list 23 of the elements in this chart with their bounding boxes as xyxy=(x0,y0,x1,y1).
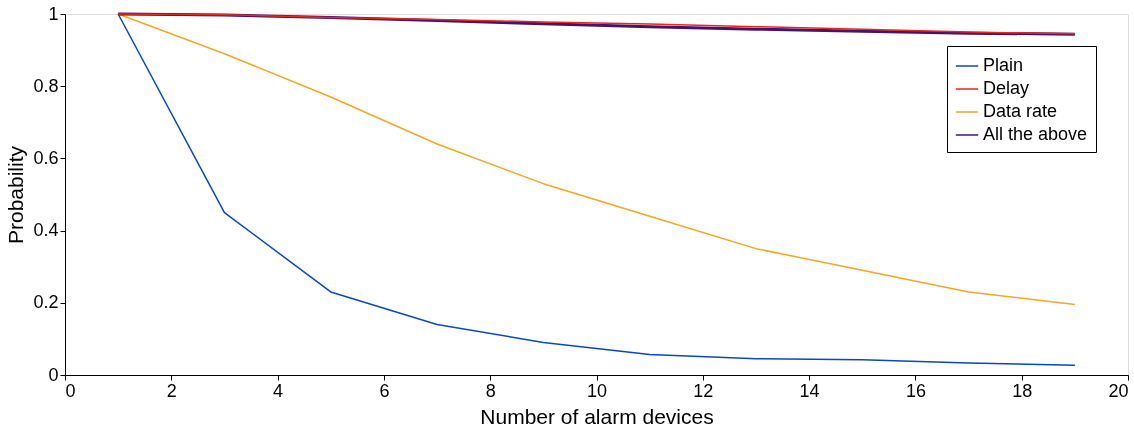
x-tick-label: 18 xyxy=(1012,380,1033,401)
y-tick-label: 0.4 xyxy=(33,220,59,241)
x-axis-title: Number of alarm devices xyxy=(480,404,714,428)
legend-label: All the above xyxy=(983,124,1088,144)
x-tick-label: 2 xyxy=(166,380,177,401)
y-axis-title: Probability xyxy=(4,145,28,245)
y-tick-label: 1 xyxy=(48,3,59,24)
x-tick-label: 10 xyxy=(586,380,608,401)
y-tick-label: 0.2 xyxy=(33,292,59,313)
y-tick-label: 0 xyxy=(48,364,59,385)
legend-label: Data rate xyxy=(983,101,1058,121)
y-tick-label: 0.6 xyxy=(33,147,59,168)
legend-label: Delay xyxy=(983,78,1030,98)
x-tick-label: 8 xyxy=(485,380,496,401)
x-tick-label: 20 xyxy=(1108,380,1129,401)
x-tick-label: 16 xyxy=(905,380,926,401)
x-tick-label: 14 xyxy=(799,380,820,401)
x-tick-label: 12 xyxy=(693,380,714,401)
legend-label: Plain xyxy=(983,55,1024,75)
x-tick-label: 6 xyxy=(379,380,390,401)
x-tick-label: 0 xyxy=(65,380,76,401)
x-tick-label: 4 xyxy=(273,380,284,401)
y-tick-label: 0.8 xyxy=(33,75,59,96)
